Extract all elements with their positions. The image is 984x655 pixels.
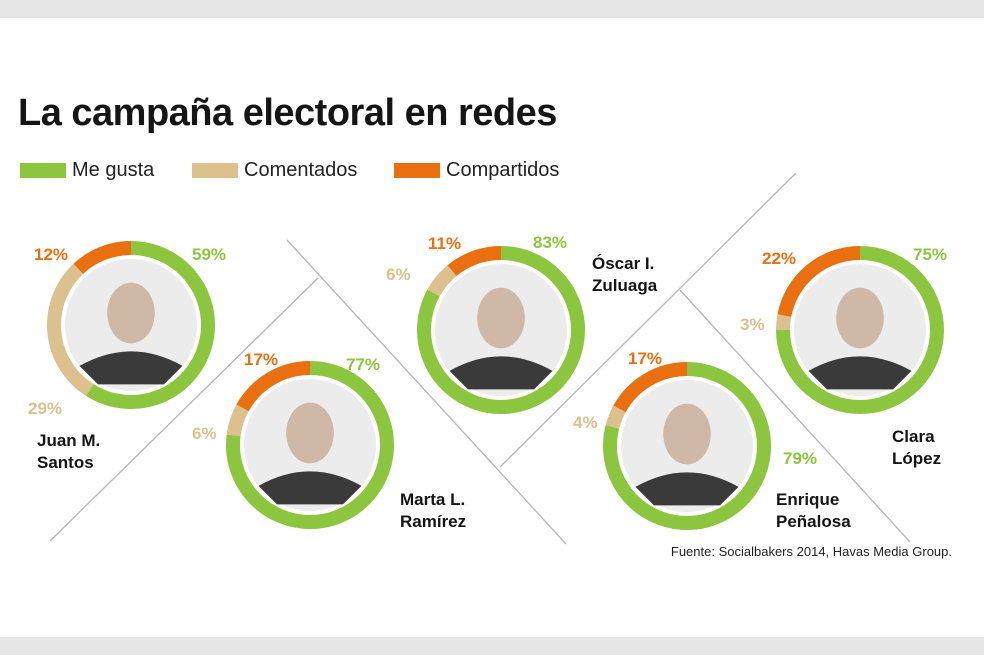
- legend-label-me-gusta: Me gusta: [72, 159, 155, 181]
- data-label-compartidos: 22%: [762, 249, 796, 268]
- candidate-name-line: Enrique: [776, 490, 839, 509]
- donut-1: 59% 29% 12% Juan M. Santos: [28, 239, 226, 472]
- candidate-name-line: Peñalosa: [776, 512, 851, 531]
- data-label-me-gusta: 83%: [533, 233, 567, 252]
- donut-2: 77% 6% 17% Marta L. Ramírez: [192, 350, 466, 531]
- portrait-face: [286, 402, 334, 464]
- candidate-name-line: López: [892, 449, 941, 468]
- portrait-shoulders: [808, 356, 912, 390]
- donut-4: 79% 4% 17% Enrique Peñalosa: [573, 349, 851, 532]
- data-label-me-gusta: 79%: [783, 449, 817, 468]
- portrait-shoulders: [258, 471, 362, 505]
- legend-swatch-comentados: [192, 163, 238, 178]
- chart-title: La campaña electoral en redes: [18, 92, 557, 134]
- candidate-name-line: Santos: [37, 453, 94, 472]
- donut-slice-me-gusta: [776, 246, 944, 414]
- donut-slice-me-gusta: [85, 241, 215, 409]
- data-label-comentados: 3%: [740, 315, 765, 334]
- donut-5: 75% 3% 22% Clara López: [740, 244, 947, 468]
- donut-slice-compartidos: [236, 361, 311, 412]
- donut-slice-compartidos: [613, 362, 688, 413]
- data-label-compartidos: 17%: [628, 349, 662, 368]
- candidate-name-line: Clara: [892, 427, 935, 446]
- donut-slice-me-gusta: [603, 362, 771, 530]
- source-note: Fuente: Socialbakers 2014, Havas Media G…: [670, 544, 952, 559]
- donut-slice-comentados: [427, 265, 457, 297]
- divider-line: [679, 289, 911, 543]
- divider-line: [49, 277, 319, 542]
- donut-slice-compartidos: [73, 241, 132, 275]
- divider-lines: [49, 172, 911, 545]
- data-label-me-gusta: 59%: [192, 245, 226, 264]
- candidate-name-line: Ramírez: [400, 512, 466, 531]
- portrait-face: [836, 287, 884, 349]
- data-label-compartidos: 11%: [428, 234, 461, 253]
- data-label-comentados: 29%: [28, 399, 62, 418]
- donut-3: 83% 6% 11% Óscar I. Zuluaga: [386, 233, 658, 416]
- donut-slice-comentados: [226, 404, 249, 437]
- legend-swatch-me-gusta: [20, 163, 66, 178]
- portrait-shoulders: [79, 351, 183, 385]
- donut-slice-comentados: [47, 263, 94, 396]
- donut-group: 59% 29% 12% Juan M. Santos 77% 6% 17% Marta L. Ra…: [28, 233, 947, 532]
- bottom-band: [0, 637, 984, 655]
- donut-slice-comentados: [775, 314, 792, 331]
- donut-slice-me-gusta: [226, 361, 394, 529]
- portrait-face: [477, 287, 525, 349]
- donut-slice-comentados: [605, 405, 626, 429]
- data-label-compartidos: 12%: [34, 245, 68, 264]
- top-band: [0, 0, 984, 18]
- portrait-shoulders: [449, 356, 553, 390]
- donut-slice-me-gusta: [417, 246, 585, 414]
- legend-label-compartidos: Compartidos: [446, 159, 560, 181]
- donut-slice-compartidos: [447, 246, 502, 277]
- data-label-me-gusta: 75%: [913, 245, 947, 264]
- data-label-compartidos: 17%: [244, 350, 278, 369]
- divider-line: [286, 239, 567, 545]
- data-label-comentados: 4%: [573, 413, 598, 432]
- donut-slice-compartidos: [777, 246, 861, 318]
- data-label-comentados: 6%: [386, 265, 411, 284]
- legend-label-comentados: Comentados: [244, 159, 358, 181]
- candidate-name-line: Zuluaga: [592, 276, 658, 295]
- candidate-name-line: Juan M.: [37, 431, 100, 450]
- candidate-name-line: Óscar I.: [592, 254, 654, 273]
- legend-swatch-compartidos: [394, 163, 440, 178]
- data-label-comentados: 6%: [192, 424, 217, 443]
- candidate-name-line: Marta L.: [400, 490, 465, 509]
- portrait-shoulders: [635, 472, 739, 506]
- data-label-me-gusta: 77%: [346, 355, 380, 374]
- divider-line: [499, 172, 797, 468]
- portrait-face: [107, 282, 155, 344]
- portrait-face: [663, 403, 711, 465]
